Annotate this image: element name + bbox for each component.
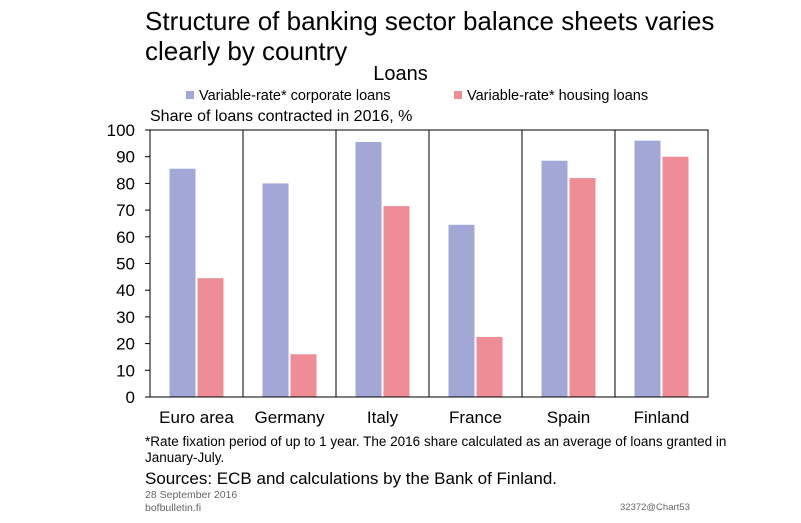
sources-note: Sources: ECB and calculations by the Ban… xyxy=(145,469,558,488)
x-tick-label: France xyxy=(449,408,502,427)
y-tick-label: 30 xyxy=(116,308,135,327)
y-tick-label: 70 xyxy=(116,201,135,220)
y-tick-label: 80 xyxy=(116,174,135,193)
chart-id: 32372@Chart53 xyxy=(620,502,690,513)
x-tick-label: Italy xyxy=(367,408,399,427)
y-tick-label: 60 xyxy=(116,228,135,247)
bar-housing xyxy=(569,178,596,397)
legend-swatch-corporate xyxy=(186,91,194,100)
legend-label-housing: Variable-rate* housing loans xyxy=(467,88,649,104)
y-tick-label: 100 xyxy=(107,121,135,140)
legend-label-corporate: Variable-rate* corporate loans xyxy=(199,88,391,104)
x-tick-label: Euro area xyxy=(159,408,234,427)
bar-corporate xyxy=(355,142,382,397)
legend-item-housing: Variable-rate* housing loans xyxy=(454,88,648,104)
bar-corporate xyxy=(541,160,568,397)
x-tick-label: Finland xyxy=(634,408,690,427)
y-tick-label: 50 xyxy=(116,255,135,274)
bar-housing xyxy=(290,354,317,397)
chart-subtitle: Loans xyxy=(373,63,428,85)
y-tick-label: 0 xyxy=(126,388,135,407)
legend-item-corporate: Variable-rate* corporate loans xyxy=(186,88,391,104)
x-tick-label: Germany xyxy=(255,408,325,427)
chart-title: Structure of banking sector balance shee… xyxy=(145,6,715,66)
bar-housing xyxy=(197,278,224,397)
bar-corporate xyxy=(262,183,289,397)
plot-area-border xyxy=(149,129,709,398)
y-tick-label: 10 xyxy=(116,361,135,380)
bar-housing xyxy=(476,336,503,397)
site-name: bofbulletin.fi xyxy=(145,502,202,514)
publication-date: 28 September 2016 xyxy=(145,489,238,501)
x-tick-label: Spain xyxy=(547,408,590,427)
y-tick-label: 90 xyxy=(116,148,135,167)
bar-housing xyxy=(383,206,410,397)
bar-corporate xyxy=(448,224,475,397)
y-axis-label: Share of loans contracted in 2016, % xyxy=(150,108,413,125)
footnote: *Rate fixation period of up to 1 year. T… xyxy=(145,434,727,465)
y-tick-label: 20 xyxy=(116,335,135,354)
bar-housing xyxy=(662,156,689,397)
y-tick-label: 40 xyxy=(116,281,135,300)
bar-corporate xyxy=(634,140,661,397)
legend-swatch-housing xyxy=(454,91,462,100)
bar-corporate xyxy=(169,168,196,397)
